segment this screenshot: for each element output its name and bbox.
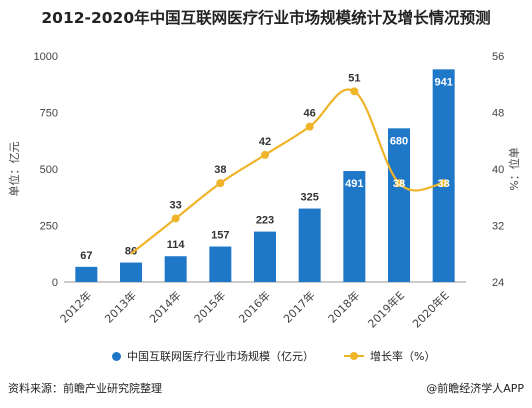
x-tick-label: 2017年 — [280, 288, 317, 325]
growth-value-label: 46 — [304, 108, 316, 120]
legend-bar-marker — [112, 351, 121, 361]
bar — [75, 266, 98, 282]
growth-point — [350, 87, 359, 96]
x-tick-label: 2015年 — [191, 288, 228, 325]
growth-point — [261, 150, 269, 159]
growth-line — [130, 88, 444, 255]
y2-axis-title: %：位单 — [507, 147, 521, 190]
bar-value-label: 325 — [300, 192, 318, 204]
x-tick-label: 2016年 — [236, 288, 273, 325]
bar — [164, 256, 187, 282]
bar — [120, 262, 142, 282]
y-tick-label: 250 — [40, 221, 58, 233]
y2-tick-label: 24 — [492, 277, 504, 289]
bar-value-label: 67 — [80, 250, 92, 262]
x-tick-label: 2018年 — [325, 288, 362, 325]
bar-value-label: 941 — [434, 76, 452, 88]
growth-point — [439, 179, 448, 188]
growth-value-label: 51 — [348, 72, 360, 84]
legend-line-label: 增长率（%） — [370, 350, 436, 363]
x-tick-label: 2012年 — [57, 288, 94, 325]
growth-point — [305, 122, 314, 131]
bar — [254, 231, 276, 282]
bar — [432, 69, 455, 282]
bar-value-label: 114 — [167, 239, 186, 251]
y2-tick-label: 48 — [492, 108, 504, 120]
bar-value-label: 223 — [256, 215, 274, 227]
y-tick-label: 1000 — [34, 51, 58, 63]
legend-bar-entry: 中国互联网医疗行业市场规模（亿元） — [112, 348, 314, 364]
source-note: 资料来源：前瞻产业研究院整理 — [8, 382, 162, 395]
y-tick-label: 500 — [40, 164, 58, 176]
growth-point — [216, 179, 225, 188]
bar-value-label: 86 — [125, 246, 137, 258]
bar — [209, 246, 232, 282]
x-tick-label: 2019年E — [365, 288, 407, 330]
growth-value-label: 38 — [214, 164, 226, 176]
growth-value-label: 42 — [259, 136, 271, 148]
x-tick-label: 2020年E — [409, 288, 451, 330]
x-tick-label: 2014年 — [146, 288, 183, 325]
growth-value-label: 33 — [170, 199, 182, 211]
brand-note: @前瞻经济学人APP — [426, 382, 524, 395]
growth-value-label: 38 — [393, 178, 405, 190]
y2-tick-label: 32 — [492, 221, 504, 233]
bar — [298, 208, 321, 282]
y-tick-label: 0 — [52, 277, 58, 289]
y2-tick-label: 56 — [492, 51, 504, 63]
growth-value-label: 38 — [438, 178, 450, 190]
legend-bar-label: 中国互联网医疗行业市场规模（亿元） — [127, 350, 314, 363]
y2-tick-label: 40 — [492, 164, 504, 176]
bar — [388, 128, 410, 282]
growth-point — [171, 214, 180, 223]
y-tick-label: 750 — [40, 108, 58, 120]
bar-value-label: 157 — [211, 230, 229, 242]
bar — [343, 171, 366, 282]
bar-value-label: 491 — [345, 178, 363, 190]
chart-title: 2012-2020年中国互联网医疗行业市场规模统计及增长情况预测 — [41, 9, 491, 27]
bar-value-label: 680 — [390, 135, 408, 147]
x-tick-label: 2013年 — [102, 288, 139, 325]
legend-line-entry: 增长率（%） — [344, 348, 435, 364]
growth-point — [395, 179, 403, 188]
legend-line-marker — [344, 352, 364, 360]
y-axis-title: 单位：亿元 — [7, 142, 21, 197]
